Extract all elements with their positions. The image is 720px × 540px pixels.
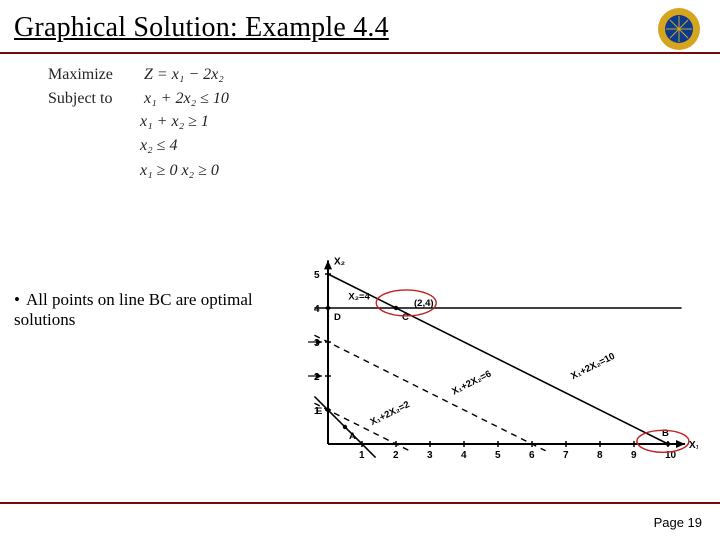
svg-text:(2,4): (2,4) bbox=[414, 298, 434, 309]
uc-seal-icon bbox=[656, 6, 702, 52]
svg-text:7: 7 bbox=[563, 450, 569, 461]
svg-text:5: 5 bbox=[495, 450, 501, 461]
svg-text:X₁+2X₂=10: X₁+2X₂=10 bbox=[569, 351, 617, 382]
svg-text:X₂: X₂ bbox=[334, 256, 345, 267]
svg-text:4: 4 bbox=[314, 304, 320, 315]
constraint-2: x₁ + x₂ ≥ 1 bbox=[140, 113, 229, 131]
svg-text:C: C bbox=[402, 312, 409, 323]
svg-text:E: E bbox=[316, 406, 322, 417]
lp-graph: X₁X₂1234567891012345X₁+2X₂=10X₂=4X₁+2X₂=… bbox=[288, 64, 698, 484]
svg-text:8: 8 bbox=[597, 450, 603, 461]
svg-text:A: A bbox=[349, 431, 356, 442]
bullet-note: •All points on line BC are optimal solut… bbox=[14, 290, 254, 330]
constraint-4: x₁ ≥ 0 x₂ ≥ 0 bbox=[140, 162, 229, 180]
constraint-1: x₁ + 2x₂ ≤ 10 bbox=[144, 90, 229, 107]
page-number: Page 19 bbox=[654, 515, 702, 530]
svg-text:2: 2 bbox=[393, 450, 399, 461]
svg-text:5: 5 bbox=[314, 270, 320, 281]
svg-text:X₁+2X₂=2: X₁+2X₂=2 bbox=[369, 399, 412, 428]
svg-text:3: 3 bbox=[427, 450, 433, 461]
svg-text:X₁+2X₂=6: X₁+2X₂=6 bbox=[450, 369, 493, 398]
svg-text:4: 4 bbox=[461, 450, 467, 461]
subject-to-label: Subject to bbox=[48, 90, 140, 108]
svg-text:X₂=4: X₂=4 bbox=[348, 292, 370, 303]
objective: Z = x₁ − 2x₂ bbox=[144, 66, 224, 83]
svg-text:X₁: X₁ bbox=[689, 440, 698, 451]
svg-text:D: D bbox=[334, 312, 341, 323]
divider-bottom bbox=[0, 502, 720, 504]
bullet-text: All points on line BC are optimal soluti… bbox=[14, 290, 253, 329]
svg-text:9: 9 bbox=[631, 450, 637, 461]
svg-text:1: 1 bbox=[359, 450, 365, 461]
slide-title: Graphical Solution: Example 4.4 bbox=[14, 12, 389, 44]
divider-top bbox=[0, 52, 720, 54]
constraint-3: x₂ ≤ 4 bbox=[140, 137, 229, 155]
svg-text:6: 6 bbox=[529, 450, 535, 461]
problem-statement: Maximize Z = x₁ − 2x₂ Subject to x₁ + 2x… bbox=[48, 66, 229, 186]
maximize-label: Maximize bbox=[48, 66, 140, 84]
